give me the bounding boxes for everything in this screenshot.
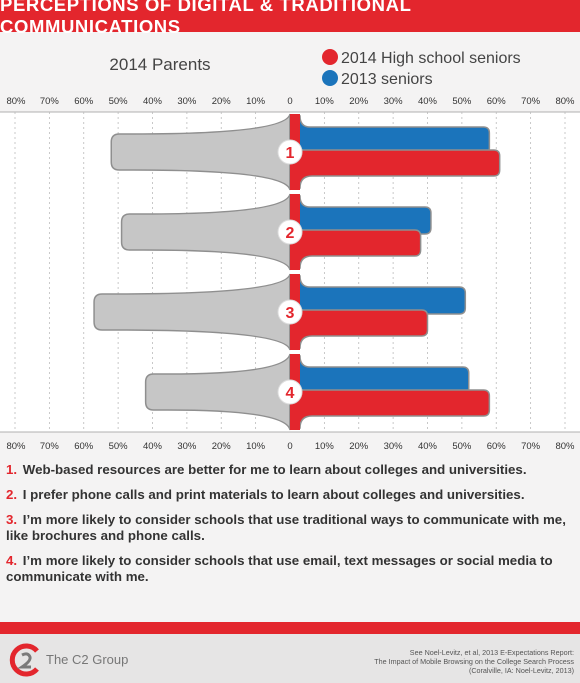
tick-label-top: 10% bbox=[246, 96, 266, 107]
category-label: 3 bbox=[286, 305, 295, 322]
bar-2013-seniors bbox=[289, 275, 467, 315]
tick-label-bottom: 10% bbox=[315, 441, 335, 452]
bar-2014-seniors bbox=[289, 229, 422, 269]
tick-label-top: 40% bbox=[418, 96, 438, 107]
statement-text: Web-based resources are better for me to… bbox=[22, 462, 527, 477]
statement-4: 4. I’m more likely to consider schools t… bbox=[6, 553, 574, 585]
tick-label-top: 50% bbox=[109, 96, 129, 107]
tick-label-top: 50% bbox=[452, 96, 472, 107]
tick-label-bottom: 30% bbox=[177, 441, 197, 452]
category-badge bbox=[277, 379, 303, 405]
legend-swatch-2013-seniors bbox=[322, 70, 338, 86]
tick-label-top: 0 bbox=[287, 96, 292, 107]
statement-text: I prefer phone calls and print materials… bbox=[22, 487, 525, 502]
statement-list: 1. Web-based resources are better for me… bbox=[6, 462, 574, 594]
bar-2014-seniors bbox=[289, 309, 429, 349]
statement-text: I’m more likely to consider schools that… bbox=[6, 553, 553, 584]
category-label: 2 bbox=[286, 225, 295, 242]
tick-label-top: 40% bbox=[143, 96, 163, 107]
citation: See Noel-Levitz, et al, 2013 E-Expectati… bbox=[374, 648, 574, 675]
tick-label-bottom: 80% bbox=[6, 441, 26, 452]
tick-label-top: 30% bbox=[384, 96, 404, 107]
tick-label-bottom: 20% bbox=[212, 441, 232, 452]
tick-label-top: 20% bbox=[349, 96, 369, 107]
tick-label-bottom: 70% bbox=[521, 441, 541, 452]
tick-label-bottom: 70% bbox=[40, 441, 60, 452]
citation-line: (Coralville, IA: Noel-Levitz, 2013) bbox=[468, 666, 574, 675]
category-label: 4 bbox=[286, 385, 295, 402]
tick-label-top: 70% bbox=[40, 96, 60, 107]
legend-label-2014-seniors: 2014 High school seniors bbox=[341, 50, 521, 67]
tick-label-bottom: 80% bbox=[555, 441, 575, 452]
tick-label-bottom: 0 bbox=[287, 441, 292, 452]
statement-number: 3. bbox=[6, 512, 18, 527]
legend-label-2013-seniors: 2013 seniors bbox=[341, 71, 433, 88]
tick-label-top: 10% bbox=[315, 96, 335, 107]
statement-number: 4. bbox=[6, 553, 18, 568]
tick-label-bottom: 10% bbox=[246, 441, 266, 452]
footer-divider bbox=[0, 622, 580, 634]
footer: The C2 Group See Noel-Levitz, et al, 201… bbox=[0, 634, 580, 683]
bar-parents bbox=[110, 113, 291, 191]
tick-label-top: 30% bbox=[177, 96, 197, 107]
legend-parents-label: 2014 Parents bbox=[109, 55, 210, 74]
company-name: The C2 Group bbox=[46, 652, 129, 667]
tick-label-bottom: 40% bbox=[418, 441, 438, 452]
tick-label-bottom: 50% bbox=[452, 441, 472, 452]
tick-label-bottom: 50% bbox=[109, 441, 129, 452]
tick-label-top: 60% bbox=[487, 96, 507, 107]
tick-label-top: 80% bbox=[555, 96, 575, 107]
category-badge bbox=[277, 139, 303, 165]
statement-number: 2. bbox=[6, 487, 18, 502]
c2-logo-icon bbox=[9, 643, 39, 677]
tick-label-bottom: 60% bbox=[487, 441, 507, 452]
tick-label-bottom: 30% bbox=[384, 441, 404, 452]
tick-label-top: 20% bbox=[212, 96, 232, 107]
bar-parents bbox=[120, 193, 291, 271]
diverging-bar-chart: 2014 Parents 2014 High school seniors2013… bbox=[0, 49, 580, 452]
statement-3: 3. I’m more likely to consider schools t… bbox=[6, 512, 574, 544]
tick-label-bottom: 20% bbox=[349, 441, 369, 452]
bar-2013-seniors bbox=[289, 195, 432, 235]
bar-2014-seniors bbox=[289, 389, 491, 429]
tick-label-top: 80% bbox=[6, 96, 26, 107]
page-title: PERCEPTIONS OF DIGITAL & TRADITIONAL COM… bbox=[0, 0, 580, 37]
bar-parents bbox=[144, 353, 291, 431]
category-badge bbox=[277, 299, 303, 325]
statement-1: 1. Web-based resources are better for me… bbox=[6, 462, 574, 478]
bar-parents bbox=[93, 273, 291, 351]
citation-line: The Impact of Mobile Browsing on the Col… bbox=[374, 657, 574, 666]
statement-2: 2. I prefer phone calls and print materi… bbox=[6, 487, 574, 503]
statement-number: 1. bbox=[6, 462, 18, 477]
statement-text: I’m more likely to consider schools that… bbox=[6, 512, 566, 543]
tick-label-top: 60% bbox=[74, 96, 94, 107]
bar-2014-seniors bbox=[289, 149, 501, 189]
citation-line: See Noel-Levitz, et al, 2013 E-Expectati… bbox=[409, 648, 574, 657]
tick-label-bottom: 60% bbox=[74, 441, 94, 452]
tick-label-top: 70% bbox=[521, 96, 541, 107]
category-badge bbox=[277, 219, 303, 245]
category-label: 1 bbox=[286, 145, 295, 162]
tick-label-bottom: 40% bbox=[143, 441, 163, 452]
legend-swatch-2014-seniors bbox=[322, 49, 338, 65]
